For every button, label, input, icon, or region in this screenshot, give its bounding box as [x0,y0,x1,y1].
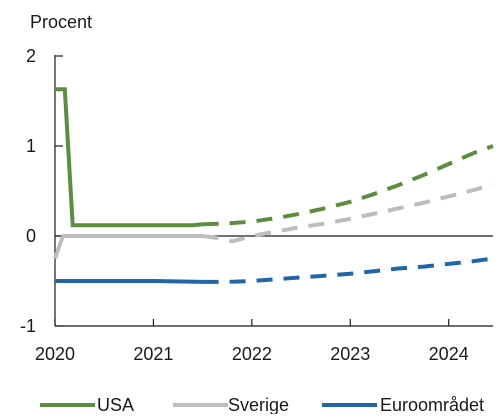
y-tick-label: -1 [20,316,36,336]
series-lines [53,87,494,284]
series-sverige-actual-line [53,234,203,260]
y-tick-label: 1 [26,136,36,156]
plot-area: -1 0 1 2 2020 2021 2022 2023 2024 [20,46,494,364]
x-tick-label: 2021 [133,344,173,364]
legend-label: USA [97,395,134,414]
series-usa-forecast-line [202,144,494,227]
x-tick-label: 2022 [232,344,272,364]
legend-label: Euroområdet [380,395,484,414]
series-euroomr-det-forecast-line [202,256,494,284]
y-axis-label: Procent [30,12,92,32]
y-tick-label: 2 [26,46,36,66]
x-tick-label: 2024 [429,344,469,364]
x-tick-label: 2020 [35,344,75,364]
series-euroomr-det-actual-line [55,279,203,284]
y-tick-label: 0 [26,226,36,246]
x-tick-label: 2023 [330,344,370,364]
y-ticks: -1 0 1 2 [20,46,63,336]
series-usa-actual-line [55,87,203,228]
legend-label: Sverige [228,395,289,414]
series-sverige-forecast-line [202,182,494,244]
x-ticks: 2020 2021 2022 2023 2024 [35,319,469,364]
legend: USA Sverige Euroområdet [40,395,484,415]
